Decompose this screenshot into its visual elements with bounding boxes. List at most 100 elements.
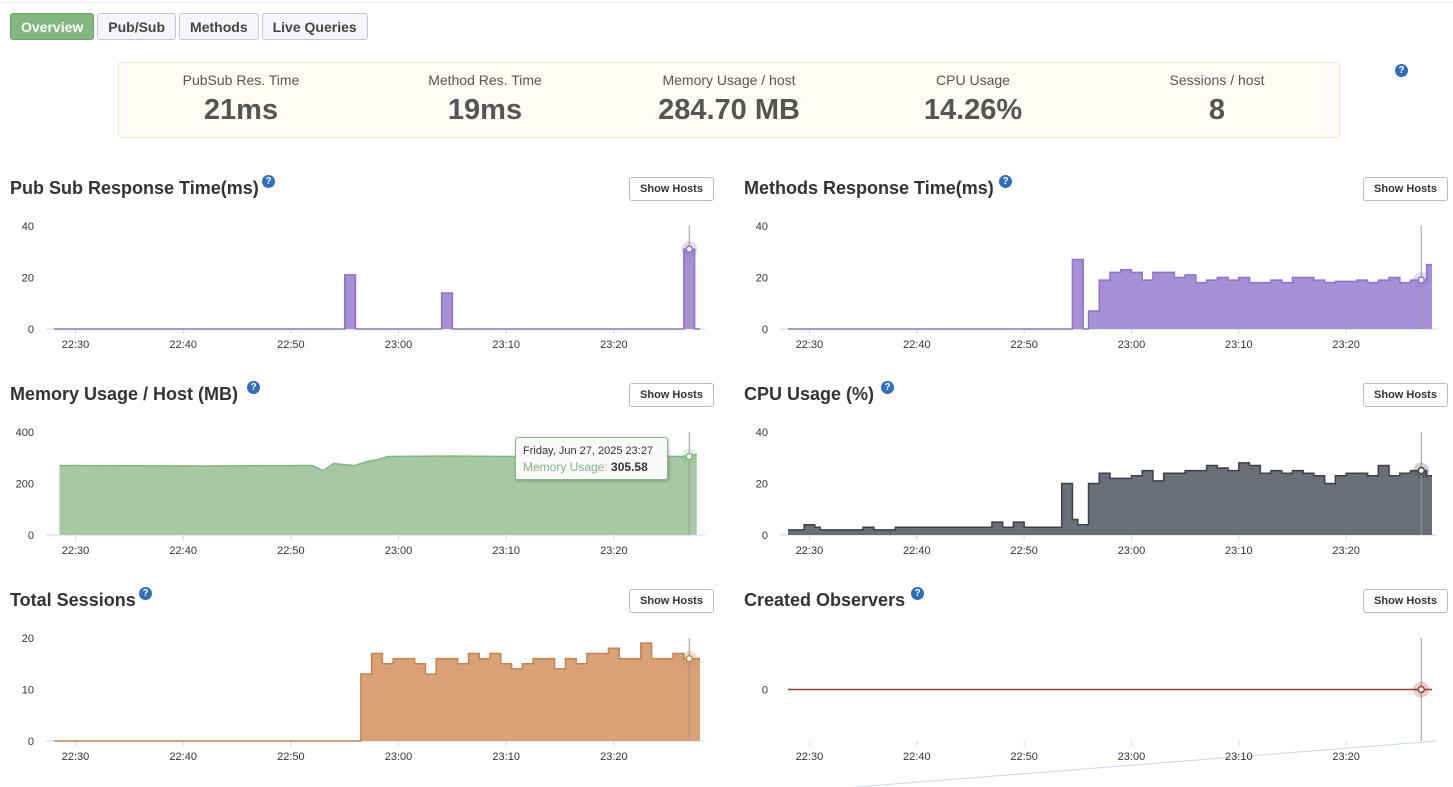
- chart-title-pubsub: Pub Sub Response Time(ms): [10, 178, 259, 198]
- series-line: [788, 462, 1432, 531]
- show-hosts-button[interactable]: Show Hosts: [629, 589, 714, 613]
- question-circle-icon[interactable]: ?: [139, 587, 152, 600]
- chart-title-methods: Methods Response Time(ms): [744, 178, 994, 198]
- chart-pubsub[interactable]: 0 20 40 22:30 22:40 22:50 23:00 23:10 23:20: [0, 215, 720, 355]
- x-axis-line: [849, 740, 1438, 787]
- metric-value: 8: [1208, 94, 1226, 126]
- question-circle-icon[interactable]: ?: [247, 381, 260, 394]
- x-tick-label: 22:50: [1010, 751, 1038, 763]
- summary-panel: PubSub Res. Time 21ms Method Res. Time 1…: [118, 62, 1340, 138]
- x-tick-label: 23:10: [1225, 751, 1253, 763]
- show-hosts-button[interactable]: Show Hosts: [629, 383, 714, 407]
- y-tick-label: 10: [22, 685, 34, 697]
- top-divider: [0, 2, 1453, 3]
- x-tick-label: 22:40: [903, 339, 931, 351]
- hover-point: [685, 654, 693, 663]
- hover-point: [685, 452, 693, 461]
- y-tick-label: 20: [756, 479, 768, 491]
- x-tick-label: 22:40: [169, 339, 197, 351]
- hover-point: [1417, 466, 1426, 475]
- y-tick-label: 20: [22, 273, 34, 285]
- series-line: [54, 642, 700, 742]
- x-tick-label: 23:20: [600, 751, 628, 763]
- x-tick-label: 22:30: [796, 545, 824, 557]
- x-tick-label: 22:30: [796, 751, 824, 763]
- y-tick-label: 40: [756, 427, 768, 439]
- chart-observers[interactable]: 0 22:30 22:40 22:50 23:00 23:10 23:20: [734, 627, 1453, 787]
- x-tick-label: 22:50: [277, 545, 305, 557]
- x-tick-label: 22:30: [62, 751, 90, 763]
- question-circle-icon[interactable]: ?: [881, 381, 894, 394]
- chart-sessions[interactable]: 0 10 20 22:30 22:40 22:50 23:00 23:10 23:20: [0, 627, 720, 767]
- metric-value: 284.70 MB: [658, 94, 800, 126]
- metric-label: Method Res. Time: [428, 72, 542, 88]
- y-tick-label: 0: [28, 530, 34, 542]
- show-hosts-button[interactable]: Show Hosts: [1363, 383, 1448, 407]
- x-tick-label: 22:50: [277, 751, 305, 763]
- chart-title-observers: Created Observers: [744, 590, 906, 610]
- metric-value: 14.26%: [923, 94, 1023, 126]
- x-tick-label: 23:00: [1118, 751, 1146, 763]
- x-tick-label: 23:20: [600, 545, 628, 557]
- tooltip-value: 305.58: [611, 460, 648, 474]
- hover-point: [1417, 685, 1426, 694]
- y-tick-label: 0: [28, 736, 34, 748]
- y-tick-label: 400: [16, 427, 34, 439]
- show-hosts-button[interactable]: Show Hosts: [1363, 589, 1448, 613]
- metric-value: 19ms: [447, 94, 523, 126]
- y-tick-label: 20: [22, 633, 34, 645]
- x-tick-label: 22:40: [903, 545, 931, 557]
- x-tick-label: 22:30: [62, 339, 90, 351]
- y-tick-label: 0: [762, 530, 768, 542]
- series-area: [54, 643, 700, 741]
- chart-title-memory: Memory Usage / Host (MB): [10, 384, 239, 404]
- question-circle-icon[interactable]: ?: [911, 587, 924, 600]
- x-tick-label: 23:20: [1332, 339, 1360, 351]
- y-tick-label: 0: [762, 685, 768, 697]
- question-circle-icon[interactable]: ?: [262, 175, 275, 188]
- question-circle-icon[interactable]: ?: [1395, 64, 1408, 77]
- y-tick-label: 40: [22, 221, 34, 233]
- x-tick-label: 22:30: [62, 545, 90, 557]
- tab-methods[interactable]: Methods: [179, 13, 259, 40]
- x-tick-label: 23:00: [385, 339, 413, 351]
- x-tick-label: 23:00: [1118, 545, 1146, 557]
- hover-point: [1417, 276, 1426, 284]
- chart-methods[interactable]: 0 20 40 22:30 22:40 22:50 23:00 23:10 23:20: [734, 215, 1453, 355]
- x-tick-label: 23:10: [492, 339, 520, 351]
- chart-title-cpu: CPU Usage (%): [744, 384, 875, 404]
- x-tick-label: 23:10: [492, 751, 520, 763]
- tab-live-queries[interactable]: Live Queries: [261, 13, 368, 40]
- tooltip-date: Friday, Jun 27, 2025 23:27: [523, 445, 654, 457]
- x-tick-label: 23:20: [600, 339, 628, 351]
- x-tick-label: 23:00: [1118, 339, 1146, 351]
- x-tick-label: 22:40: [169, 545, 197, 557]
- tooltip-series-name: Memory Usage:: [523, 460, 608, 474]
- hover-point: [685, 245, 693, 253]
- series-area: [54, 249, 700, 329]
- show-hosts-button[interactable]: Show Hosts: [1363, 177, 1448, 201]
- tooltip-line: Memory Usage: 305.58: [523, 460, 667, 474]
- metric-label: PubSub Res. Time: [182, 72, 300, 88]
- x-tick-label: 22:50: [277, 339, 305, 351]
- x-tick-label: 22:50: [1010, 339, 1038, 351]
- show-hosts-button[interactable]: Show Hosts: [629, 177, 714, 201]
- tab-overview[interactable]: Overview: [10, 13, 95, 40]
- x-tick-label: 22:40: [169, 751, 197, 763]
- x-tick-label: 22:30: [796, 339, 824, 351]
- y-tick-label: 20: [756, 273, 768, 285]
- x-tick-label: 23:10: [492, 545, 520, 557]
- x-tick-label: 23:10: [1225, 339, 1253, 351]
- x-tick-label: 22:50: [1010, 545, 1038, 557]
- x-tick-label: 23:10: [1225, 545, 1253, 557]
- y-tick-label: 40: [756, 221, 768, 233]
- metric-label: CPU Usage: [936, 72, 1010, 88]
- chart-cpu[interactable]: 0 20 40 22:30 22:40 22:50 23:00 23:10 23:20: [734, 421, 1453, 561]
- y-tick-label: 200: [16, 479, 34, 491]
- y-tick-label: 0: [762, 324, 768, 336]
- x-tick-label: 23:00: [385, 751, 413, 763]
- tab-pubsub[interactable]: Pub/Sub: [97, 13, 177, 40]
- question-circle-icon[interactable]: ?: [999, 175, 1012, 188]
- metric-label: Memory Usage / host: [662, 72, 796, 88]
- x-tick-label: 23:20: [1332, 545, 1360, 557]
